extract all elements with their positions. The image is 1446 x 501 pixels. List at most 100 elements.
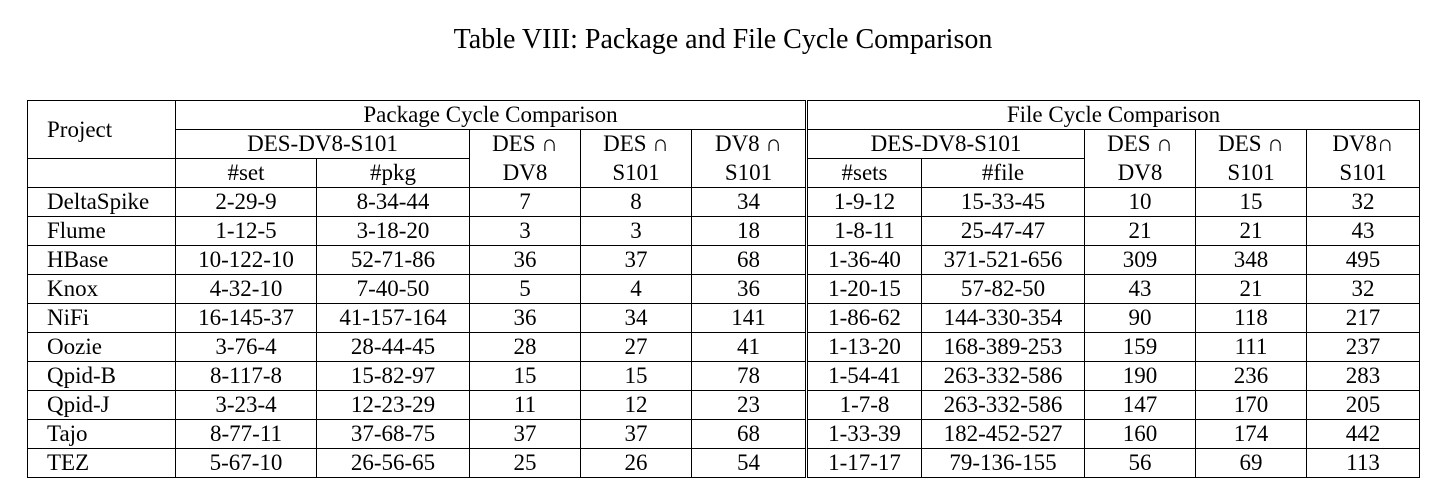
cell-file-file: 168-389-253 [921, 332, 1085, 362]
cell-file-des-dv8: 21 [1084, 216, 1196, 246]
cell-file-des-dv8: 147 [1084, 390, 1196, 420]
cell-file-des-dv8: 10 [1084, 187, 1196, 217]
cell-pkg-set: 3-76-4 [175, 332, 317, 362]
cell-pkg-des-s101: 34 [580, 303, 692, 333]
cell-pkg-des-dv8: 36 [469, 303, 581, 333]
cell-file-dv8-s101: 43 [1306, 216, 1420, 246]
cell-file-dv8-s101: 205 [1306, 390, 1420, 420]
table-body: DeltaSpike 2-29-9 8-34-44 7 8 34 1-9-12 15-33-4… [27, 187, 1420, 478]
cell-file-dv8-s101: 237 [1306, 332, 1420, 362]
cell-pkg-des-dv8: 5 [469, 274, 581, 304]
cell-project: Oozie [27, 332, 176, 362]
cell-pkg-set: 5-67-10 [175, 448, 317, 478]
cell-file-sets: 1-17-17 [806, 448, 922, 478]
cell-file-file: 25-47-47 [921, 216, 1085, 246]
cell-file-des-s101: 236 [1195, 361, 1307, 391]
header-pkg-des-s101-line2: S101 [580, 158, 692, 188]
cell-pkg-dv8-s101: 41 [691, 332, 808, 362]
cell-pkg-dv8-s101: 68 [691, 419, 808, 449]
cell-file-des-dv8: 190 [1084, 361, 1196, 391]
cell-file-des-dv8: 43 [1084, 274, 1196, 304]
cell-file-dv8-s101: 113 [1306, 448, 1420, 478]
table-row: Oozie 3-76-4 28-44-45 28 27 41 1-13-20 168-389-… [27, 332, 1420, 362]
header-pkg-dv8-s101-line1: DV8 ∩ [691, 129, 808, 159]
cell-pkg-set: 10-122-10 [175, 245, 317, 275]
header-pkg-des-dv8-s101: DES-DV8-S101 [175, 129, 470, 159]
cell-file-dv8-s101: 32 [1306, 187, 1420, 217]
cell-pkg-pkg: 41-157-164 [316, 303, 470, 333]
cell-file-des-dv8: 309 [1084, 245, 1196, 275]
table-row: HBase 10-122-10 52-71-86 36 37 68 1-36-40 371-5… [27, 245, 1420, 275]
table-row: Knox 4-32-10 7-40-50 5 4 36 1-20-15 57-82-50 43 2… [27, 274, 1420, 304]
header-file-des-dv8-s101: DES-DV8-S101 [806, 129, 1085, 159]
cell-pkg-des-dv8: 28 [469, 332, 581, 362]
cell-file-des-s101: 174 [1195, 419, 1307, 449]
cell-pkg-dv8-s101: 34 [691, 187, 808, 217]
cell-pkg-dv8-s101: 36 [691, 274, 808, 304]
cell-file-dv8-s101: 32 [1306, 274, 1420, 304]
cell-file-sets: 1-8-11 [806, 216, 922, 246]
cell-pkg-pkg: 37-68-75 [316, 419, 470, 449]
cell-file-file: 57-82-50 [921, 274, 1085, 304]
cell-file-sets: 1-33-39 [806, 419, 922, 449]
cell-pkg-des-s101: 37 [580, 245, 692, 275]
cell-file-sets: 1-54-41 [806, 361, 922, 391]
cell-file-des-s101: 21 [1195, 216, 1307, 246]
cell-file-sets: 1-20-15 [806, 274, 922, 304]
cell-file-sets: 1-9-12 [806, 187, 922, 217]
cell-file-des-s101: 118 [1195, 303, 1307, 333]
table-row: Qpid-J 3-23-4 12-23-29 11 12 23 1-7-8 263-332-5… [27, 390, 1420, 420]
cell-file-des-dv8: 56 [1084, 448, 1196, 478]
header-file-file: #file [921, 158, 1085, 188]
cell-file-file: 144-330-354 [921, 303, 1085, 333]
header-file-sets: #sets [806, 158, 922, 188]
cell-pkg-pkg: 52-71-86 [316, 245, 470, 275]
cycle-comparison-table: Project Package Cycle Comparison File Cy… [27, 100, 1420, 478]
cell-pkg-pkg: 7-40-50 [316, 274, 470, 304]
cell-project: HBase [27, 245, 176, 275]
cell-file-dv8-s101: 495 [1306, 245, 1420, 275]
cell-file-sets: 1-13-20 [806, 332, 922, 362]
header-project-spacer [27, 158, 176, 188]
header-file-dv8-s101-line1: DV8∩ [1306, 129, 1420, 159]
cell-pkg-des-dv8: 25 [469, 448, 581, 478]
cell-pkg-des-dv8: 36 [469, 245, 581, 275]
cell-file-des-s101: 21 [1195, 274, 1307, 304]
table-caption: Table VIII: Package and File Cycle Compa… [453, 24, 993, 55]
cell-project: DeltaSpike [27, 187, 176, 217]
cell-file-des-s101: 15 [1195, 187, 1307, 217]
cell-file-des-s101: 111 [1195, 332, 1307, 362]
cell-pkg-des-dv8: 37 [469, 419, 581, 449]
cell-pkg-set: 16-145-37 [175, 303, 317, 333]
header-file-des-dv8-line1: DES ∩ [1084, 129, 1196, 159]
cell-project: Flume [27, 216, 176, 246]
cell-pkg-des-s101: 3 [580, 216, 692, 246]
header-file-cycle-comparison: File Cycle Comparison [806, 100, 1420, 130]
cell-pkg-dv8-s101: 141 [691, 303, 808, 333]
cell-pkg-set: 8-77-11 [175, 419, 317, 449]
cell-project: Knox [27, 274, 176, 304]
cell-pkg-dv8-s101: 78 [691, 361, 808, 391]
cell-file-sets: 1-36-40 [806, 245, 922, 275]
header-project: Project [27, 100, 176, 159]
cell-project: Tajo [27, 419, 176, 449]
cell-pkg-set: 1-12-5 [175, 216, 317, 246]
cell-pkg-des-s101: 37 [580, 419, 692, 449]
cell-pkg-pkg: 3-18-20 [316, 216, 470, 246]
table-row: Tajo 8-77-11 37-68-75 37 37 68 1-33-39 182-452-… [27, 419, 1420, 449]
cell-pkg-pkg: 8-34-44 [316, 187, 470, 217]
cell-file-des-dv8: 160 [1084, 419, 1196, 449]
cell-pkg-des-dv8: 15 [469, 361, 581, 391]
cell-file-sets: 1-7-8 [806, 390, 922, 420]
cell-pkg-set: 3-23-4 [175, 390, 317, 420]
cell-pkg-set: 8-117-8 [175, 361, 317, 391]
cell-file-sets: 1-86-62 [806, 303, 922, 333]
header-package-cycle-comparison: Package Cycle Comparison [175, 100, 808, 130]
cell-project: TEZ [27, 448, 176, 478]
cell-file-file: 182-452-527 [921, 419, 1085, 449]
cell-pkg-dv8-s101: 68 [691, 245, 808, 275]
header-file-des-s101-line1: DES ∩ [1195, 129, 1307, 159]
cell-file-dv8-s101: 442 [1306, 419, 1420, 449]
cell-file-dv8-s101: 217 [1306, 303, 1420, 333]
table-header: Project Package Cycle Comparison File Cy… [27, 100, 1420, 188]
